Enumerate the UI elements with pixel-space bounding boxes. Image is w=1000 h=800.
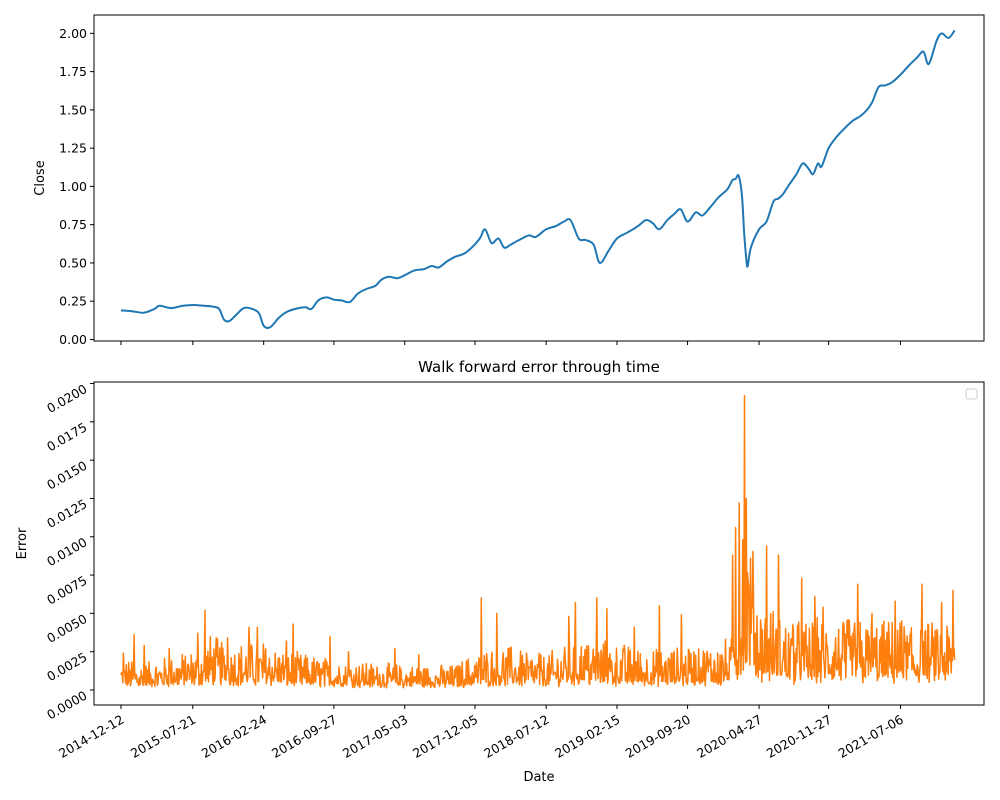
y-tick-label: 0.50 bbox=[59, 255, 87, 270]
x-axis-label: Date bbox=[523, 770, 554, 785]
close-axes-frame bbox=[93, 14, 985, 342]
close-y-axis-label: Close bbox=[33, 160, 48, 195]
close-y-ticks: 0.00 0.25 0.50 0.75 1.00 1.25 1.50 1.75 2.00 bbox=[59, 26, 94, 347]
error-line bbox=[120, 395, 956, 689]
y-tick-label: 1.50 bbox=[59, 102, 87, 117]
close-x-ticks bbox=[120, 341, 901, 345]
error-y-axis-label: Error bbox=[15, 527, 30, 559]
y-tick-label: 1.00 bbox=[59, 179, 87, 194]
error-series-group bbox=[120, 395, 956, 689]
close-price-panel: 0.00 0.25 0.50 0.75 1.00 1.25 1.50 1.75 2.00 Clo… bbox=[33, 14, 985, 347]
error-chart-title: Walk forward error through time bbox=[418, 358, 660, 376]
legend-box bbox=[965, 388, 978, 400]
y-tick-label: 1.75 bbox=[59, 64, 87, 79]
close-price-line bbox=[120, 29, 956, 329]
y-tick-label: 2.00 bbox=[59, 26, 87, 41]
y-tick-label: 0.00 bbox=[59, 332, 87, 347]
y-tick-label: 0.75 bbox=[59, 217, 87, 232]
error-axes-frame bbox=[93, 381, 985, 706]
close-series-group bbox=[120, 29, 956, 329]
y-tick-label: 1.25 bbox=[59, 141, 87, 156]
y-tick-label: 0.25 bbox=[59, 294, 87, 309]
